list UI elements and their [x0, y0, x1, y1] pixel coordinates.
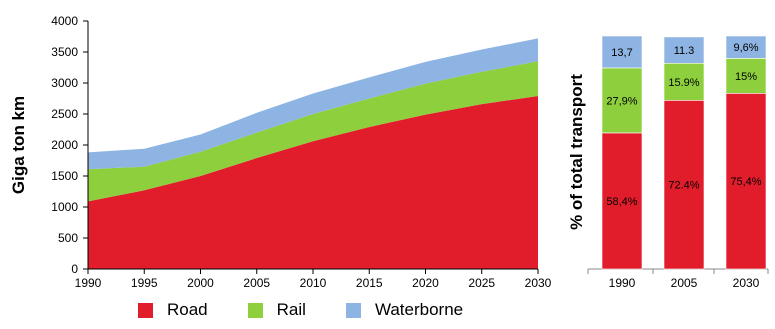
x-tick-label: 2005 — [243, 276, 270, 290]
bar-segment-rail — [663, 62, 705, 101]
area-band-waterborne — [88, 38, 538, 170]
area-band-road — [88, 96, 538, 269]
y-tick-label: 1000 — [51, 200, 78, 214]
bar-data-label: 58,4% — [606, 196, 637, 208]
x-tick-label: 2020 — [412, 276, 439, 290]
bar-data-label: 11.3 — [674, 45, 695, 57]
bar-data-label: 9,6% — [733, 42, 758, 54]
area-band-rail — [88, 61, 538, 202]
x-tick-label: 2010 — [300, 276, 327, 290]
bar-data-label: 15.9% — [668, 77, 699, 89]
legend-swatch-waterborne — [345, 302, 361, 318]
x-tick-label: 2000 — [187, 276, 214, 290]
bar-data-label: 27,9% — [606, 95, 637, 107]
legend-item-waterborne: Waterborne — [345, 300, 464, 320]
bar-y-axis-label: % of total transport — [567, 74, 586, 230]
y-tick-label: 2000 — [51, 138, 78, 152]
legend: Road Rail Waterborne — [138, 300, 503, 320]
bar-data-label: 75,4% — [730, 176, 761, 188]
bar-chart: 58,4% 27,9% 13,7 1990 72.4% 15.9% 11.3 2005 75,4… — [567, 35, 769, 290]
bar-segment-road — [601, 132, 643, 270]
legend-item-road: Road — [138, 300, 208, 320]
area-chart: 0 500 1000 1500 2000 2500 3000 3500 4000 1990 1995… — [9, 14, 552, 290]
bar-segment-rail — [725, 58, 767, 94]
y-tick-label: 3000 — [51, 76, 78, 90]
legend-label-rail: Rail — [276, 300, 306, 319]
legend-swatch-road — [138, 302, 153, 318]
y-tick-label: 4000 — [51, 14, 78, 28]
x-tick-label: 2030 — [525, 276, 552, 290]
bar-segment-road — [725, 93, 767, 270]
bar-segment-waterborne — [601, 35, 643, 69]
y-tick-label: 2500 — [51, 107, 78, 121]
y-tick-label: 0 — [71, 262, 78, 276]
bar-segment-road — [663, 100, 705, 270]
bar-x-tick-label: 2030 — [733, 276, 760, 290]
bar-data-label: 13,7 — [611, 47, 632, 59]
x-tick-label: 2025 — [468, 276, 495, 290]
bar-segment-waterborne — [725, 35, 767, 59]
legend-swatch-rail — [247, 302, 263, 318]
area-y-axis-label: Giga ton km — [9, 96, 28, 194]
bar-data-label: 72.4% — [668, 180, 699, 192]
chart-canvas: 0 500 1000 1500 2000 2500 3000 3500 4000 1990 1995… — [9, 14, 769, 290]
bar-x-tick-label: 1990 — [609, 276, 636, 290]
bar-data-label: 15% — [735, 71, 757, 83]
legend-label-waterborne: Waterborne — [374, 300, 464, 319]
x-tick-label: 2015 — [356, 276, 383, 290]
x-tick-label: 1995 — [131, 276, 158, 290]
y-tick-label: 1500 — [51, 169, 78, 183]
bar-segment-waterborne — [663, 36, 705, 64]
legend-item-rail: Rail — [247, 300, 306, 320]
legend-label-road: Road — [167, 300, 208, 319]
y-tick-label: 500 — [58, 231, 78, 245]
x-tick-label: 1990 — [75, 276, 102, 290]
bar-x-tick-label: 2005 — [671, 276, 698, 290]
y-tick-label: 3500 — [51, 45, 78, 59]
